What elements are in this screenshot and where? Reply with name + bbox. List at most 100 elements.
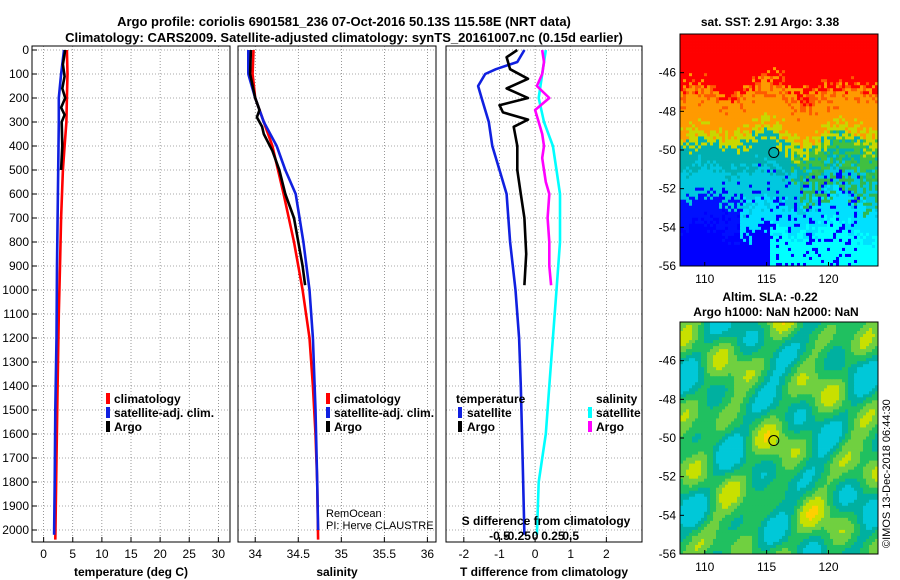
map-cell [704, 46, 708, 50]
map-cell [863, 73, 867, 77]
map-cell [830, 220, 834, 225]
map-cell [680, 154, 684, 158]
map-cell [770, 217, 774, 222]
map-cell [740, 139, 744, 143]
map-cell [815, 127, 819, 131]
map-cell [860, 247, 864, 252]
map-cell [863, 64, 867, 68]
map-cell [845, 166, 849, 170]
map-cell [854, 82, 858, 86]
map-cell [818, 151, 822, 155]
map-cell [785, 97, 789, 101]
map-cell [785, 226, 789, 231]
map-cell [815, 244, 819, 249]
map-cell [821, 112, 825, 116]
map-cell [713, 109, 717, 113]
map-cell [875, 160, 879, 164]
map-cell [683, 106, 687, 110]
map-cell [827, 124, 831, 128]
map-cell [737, 154, 741, 158]
map-cell [797, 112, 801, 116]
map-cell [734, 88, 738, 92]
map-cell [713, 67, 717, 71]
map-cell [800, 235, 804, 240]
map-cell [683, 55, 687, 59]
map-cell [695, 220, 699, 225]
map-cell [728, 217, 732, 222]
map-cell [692, 97, 696, 101]
map-cell [866, 37, 870, 41]
map-cell [812, 67, 816, 71]
map-cell [851, 196, 855, 201]
map-cell [845, 208, 849, 213]
map-cell [848, 64, 852, 68]
map-cell [755, 112, 759, 116]
map-cell [830, 133, 834, 137]
map-cell [863, 181, 867, 186]
map-cell [785, 124, 789, 128]
map-cell [863, 148, 867, 152]
map-cell [782, 121, 786, 125]
map-cell [791, 103, 795, 107]
map-cell [818, 118, 822, 122]
map-cell [782, 127, 786, 131]
map-cell [686, 130, 690, 134]
map-cell [857, 97, 861, 101]
map-cell [857, 43, 861, 47]
map-cell [827, 118, 831, 122]
map-cell [749, 121, 753, 125]
map-cell [746, 46, 750, 50]
map-cell [842, 187, 846, 192]
map-cell [740, 34, 744, 38]
map-cell [806, 202, 810, 207]
map-cell [728, 205, 732, 210]
map-cell [683, 199, 687, 204]
map-cell [875, 61, 879, 65]
map-cell [740, 157, 744, 161]
map-cell [830, 166, 834, 170]
map-cell [809, 178, 813, 183]
map-cell [848, 196, 852, 201]
map-cell [710, 112, 714, 116]
map-cell [824, 88, 828, 92]
map-cell [860, 205, 864, 210]
map-cell [704, 217, 708, 222]
map-cell [743, 169, 747, 173]
map-cell [692, 217, 696, 222]
legend-label-satellite-adj: satellite-adj. clim. [114, 406, 214, 420]
map-cell [830, 46, 834, 50]
map-cell [740, 67, 744, 71]
map-cell [812, 235, 816, 240]
map-cell [695, 46, 699, 50]
map-cell [701, 178, 705, 183]
map-cell [785, 241, 789, 246]
map-cell [764, 67, 768, 71]
map-cell [794, 166, 798, 170]
map-cell [719, 163, 723, 167]
map-cell [782, 34, 786, 38]
map-cell [743, 226, 747, 231]
map-cell [791, 190, 795, 195]
map-cell [719, 67, 723, 71]
map-cell [758, 241, 762, 246]
map-cell [716, 130, 720, 134]
map-cell [776, 52, 780, 56]
map-cell [761, 142, 765, 146]
map-cell [824, 178, 828, 183]
map-cell [689, 112, 693, 116]
map-cell [770, 187, 774, 192]
map-cell [818, 34, 822, 38]
map-cell [746, 58, 750, 62]
map-cell [704, 247, 708, 252]
map-cell [827, 55, 831, 59]
map-cell [797, 229, 801, 234]
map-cell [776, 40, 780, 44]
map-cell [872, 43, 876, 47]
map-cell [695, 208, 699, 213]
map-cell [710, 229, 714, 234]
map-cell [785, 157, 789, 161]
map-cell [761, 58, 765, 62]
map-cell [695, 67, 699, 71]
map-cell [737, 250, 741, 255]
map-cell [863, 112, 867, 116]
